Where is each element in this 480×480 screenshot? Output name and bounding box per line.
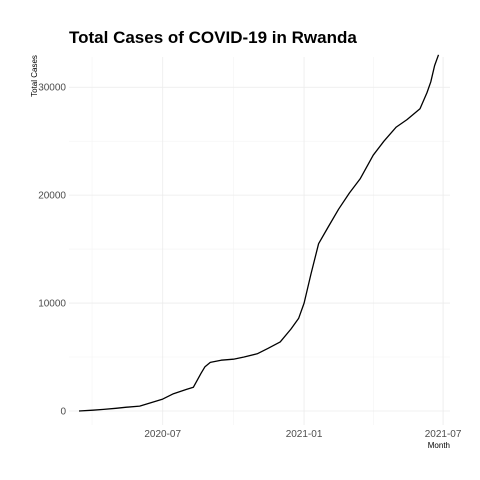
x-tick-label: 2020-07 bbox=[144, 429, 181, 440]
tick-labels: 0 10000 20000 30000 2020-07 2021-01 2021-07 bbox=[38, 83, 462, 440]
y-tick-label: 0 bbox=[60, 406, 66, 417]
chart-title: Total Cases of COVID-19 in Rwanda bbox=[69, 28, 357, 47]
x-tick-label: 2021-07 bbox=[425, 429, 462, 440]
series-line bbox=[78, 54, 440, 412]
y-tick-label: 30000 bbox=[38, 83, 66, 94]
y-axis-label: Total Cases bbox=[30, 55, 39, 97]
x-tick-label: 2021-01 bbox=[286, 429, 323, 440]
y-tick-label: 20000 bbox=[38, 191, 66, 202]
grid bbox=[69, 57, 450, 425]
x-axis-label: Month bbox=[428, 441, 450, 450]
y-tick-label: 10000 bbox=[38, 299, 66, 310]
